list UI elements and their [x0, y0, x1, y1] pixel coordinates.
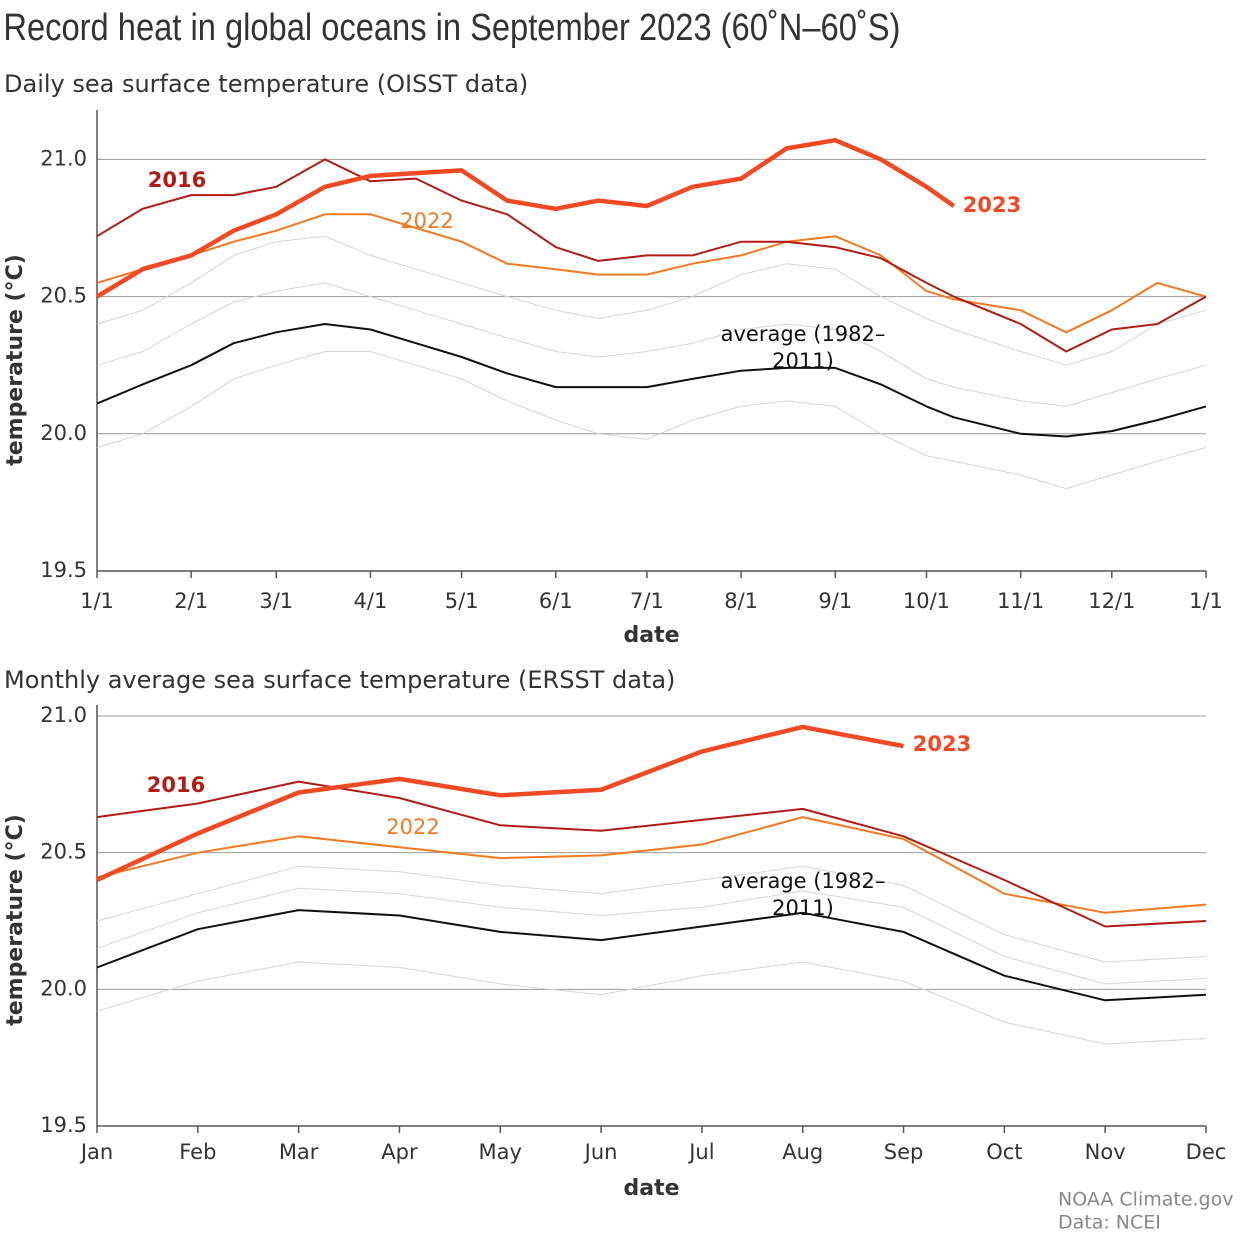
x-tick-label: 12/1: [1088, 589, 1135, 613]
x-tick-label: Nov: [1085, 1140, 1126, 1164]
y-tick-label: 20.5: [40, 284, 87, 308]
series-line: [96, 961, 1207, 1045]
series-label: 2023: [912, 732, 972, 756]
x-tick-label: Sep: [884, 1140, 924, 1164]
x-axis-title: date: [623, 1176, 679, 1201]
series-line: [96, 887, 1207, 985]
series-label: 2023: [962, 193, 1022, 217]
x-tick-label: May: [479, 1140, 522, 1164]
series-label: 2016: [146, 773, 206, 797]
x-tick-label: 1/1: [1189, 589, 1223, 613]
y-tick-label: 19.5: [40, 558, 87, 582]
x-tick-label: 1/1: [80, 589, 114, 613]
series-line: [96, 865, 1207, 963]
x-tick-label: Jun: [583, 1140, 618, 1164]
x-tick-label: 3/1: [259, 589, 293, 613]
x-tick-label: Oct: [986, 1140, 1022, 1164]
series-label: 2022: [400, 209, 454, 233]
x-axis-title: date: [623, 623, 679, 648]
series-label: average (1982–2011): [720, 322, 886, 373]
credit: NOAA Climate.gov: [1058, 1189, 1233, 1211]
y-tick-label: 19.5: [40, 1113, 87, 1137]
x-tick-label: Dec: [1186, 1140, 1227, 1164]
series-line: [96, 724, 904, 883]
x-tick-label: Feb: [179, 1140, 216, 1164]
x-tick-label: Mar: [279, 1140, 319, 1164]
series-line: [96, 323, 1207, 438]
x-tick-label: 4/1: [354, 589, 388, 613]
series-label: average (1982–2011): [720, 869, 886, 920]
chart-title: Record heat in global oceans in Septembe…: [3, 6, 900, 49]
y-tick-label: 21.0: [40, 146, 87, 170]
x-tick-label: 8/1: [724, 589, 758, 613]
x-tick-label: 7/1: [630, 589, 664, 613]
x-tick-label: 6/1: [539, 589, 573, 613]
series-label: 2016: [147, 168, 207, 192]
y-tick-label: 20.0: [40, 421, 87, 445]
series-line: [96, 282, 1207, 407]
x-tick-label: 9/1: [818, 589, 852, 613]
credit: Data: NCEI: [1058, 1212, 1161, 1234]
series-line: [96, 235, 1207, 366]
series-line: [96, 213, 1207, 334]
x-tick-label: 10/1: [903, 589, 950, 613]
series-label: 2022: [386, 815, 440, 839]
y-tick-label: 20.5: [40, 840, 87, 864]
chart-subtitle: Daily sea surface temperature (OISST dat…: [4, 70, 528, 98]
series-line: [96, 909, 1207, 1002]
x-tick-label: 5/1: [445, 589, 479, 613]
series-line: [96, 816, 1207, 914]
x-tick-label: Jan: [79, 1140, 113, 1164]
x-tick-label: 11/1: [997, 589, 1044, 613]
series-line: [96, 158, 1207, 353]
x-tick-label: Aug: [782, 1140, 823, 1164]
series-line: [95, 137, 956, 299]
y-tick-label: 21.0: [40, 703, 87, 727]
x-tick-label: 2/1: [174, 589, 208, 613]
x-tick-label: Jul: [687, 1140, 714, 1164]
chart-subtitle: Monthly average sea surface temperature …: [4, 666, 675, 694]
y-axis-title: temperature (°C): [3, 814, 28, 1026]
series-line: [96, 780, 1207, 928]
series-line: [96, 351, 1207, 490]
y-tick-label: 20.0: [40, 976, 87, 1000]
x-tick-label: Apr: [381, 1140, 418, 1164]
y-axis-title: temperature (°C): [3, 254, 28, 466]
